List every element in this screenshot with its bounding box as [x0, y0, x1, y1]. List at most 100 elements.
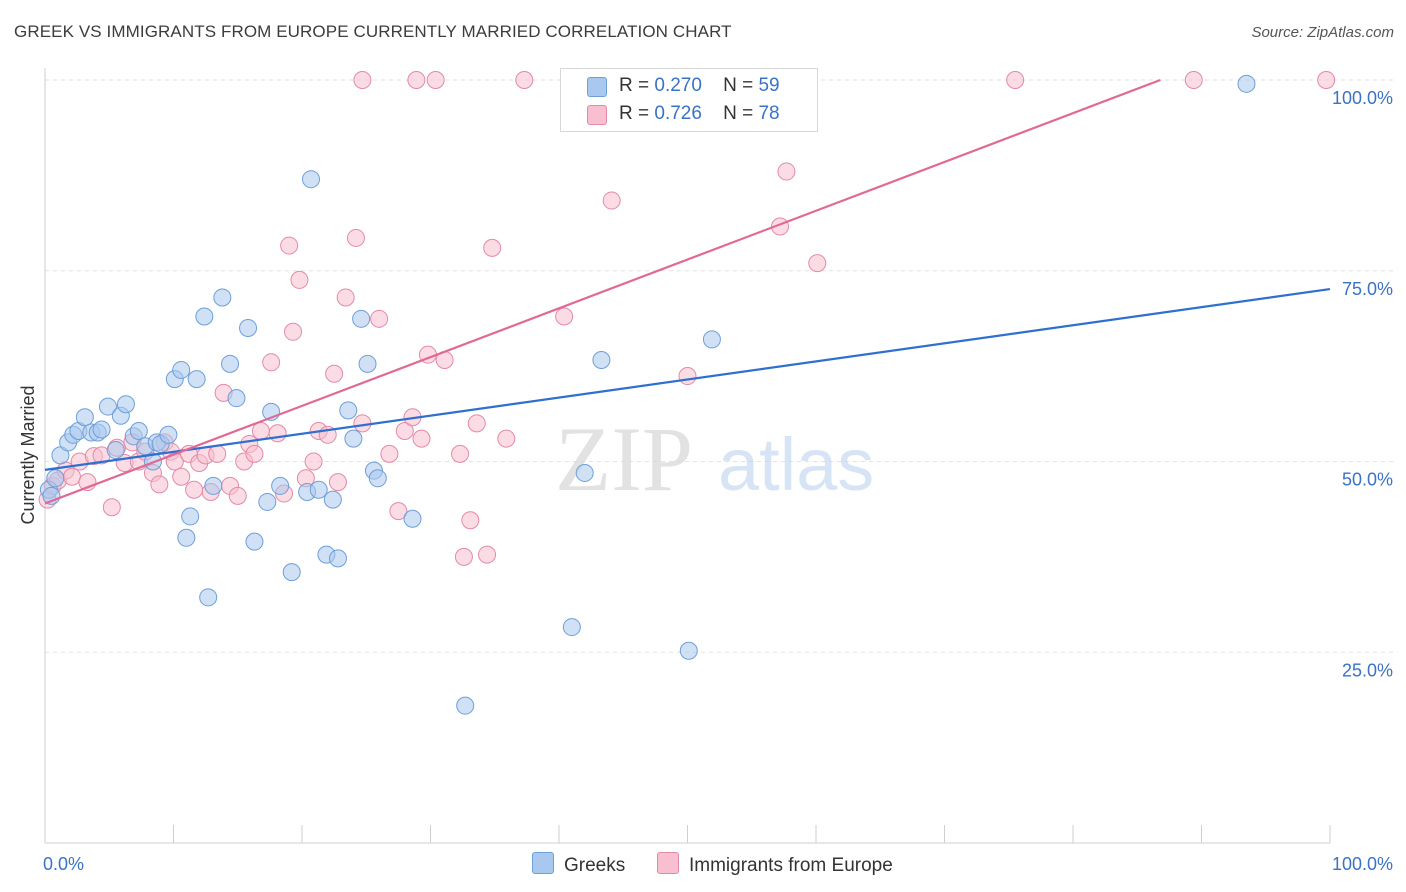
immigrants-point: [251, 421, 270, 440]
source-label: Source: ZipAtlas.com: [1251, 24, 1394, 41]
immigrants-point: [483, 238, 502, 257]
y-tick-label: 100.0%: [1332, 88, 1393, 108]
immigrants-point: [1317, 71, 1336, 89]
immigrants-point: [777, 162, 796, 181]
immigrants-point: [245, 444, 264, 463]
greeks-point: [702, 330, 721, 349]
greeks-point: [227, 389, 246, 408]
immigrants-point: [407, 71, 426, 89]
greeks-point: [344, 429, 363, 448]
immigrants-point: [165, 452, 184, 471]
greeks-point: [258, 492, 277, 511]
bottom-legend-greeks[interactable]: Greeks: [532, 852, 625, 877]
immigrants-point: [172, 467, 191, 486]
greeks-point: [1237, 74, 1256, 93]
bottom-legend-swatch-greeks: [532, 852, 554, 874]
greeks-point: [339, 401, 358, 420]
greeks-point: [181, 507, 200, 526]
immigrants-point: [280, 236, 299, 255]
stats-legend: R = 0.270 N = 59 R = 0.726 N = 78: [560, 68, 818, 132]
immigrants-point: [290, 270, 309, 289]
immigrants-point: [328, 473, 347, 492]
immigrants-point: [1006, 71, 1025, 89]
legend-n-value: 59: [758, 75, 780, 96]
legend-swatch-immigrants: [587, 105, 607, 125]
immigrants-point: [467, 414, 486, 433]
greeks-point: [239, 318, 258, 337]
immigrants-point: [325, 364, 344, 383]
greeks-point: [328, 549, 347, 568]
immigrants-point: [808, 254, 827, 273]
immigrants-point: [426, 71, 445, 89]
greeks-point: [106, 441, 125, 460]
y-tick-label: 25.0%: [1342, 660, 1393, 680]
immigrants-point: [150, 475, 169, 494]
immigrants-point: [284, 322, 303, 341]
immigrants-point: [454, 547, 473, 566]
greeks-point: [245, 532, 264, 551]
greeks-point: [195, 307, 214, 326]
greeks-point: [187, 370, 206, 389]
immigrants-point: [336, 288, 355, 307]
immigrants-point: [461, 511, 480, 530]
immigrants-point: [102, 498, 121, 517]
greeks-point: [221, 354, 240, 373]
immigrants-point: [208, 444, 227, 463]
greeks-point: [172, 360, 191, 379]
greeks-point: [98, 397, 117, 416]
greeks-point: [116, 395, 135, 414]
immigrants-point: [185, 480, 204, 499]
immigrants-point: [262, 353, 281, 372]
tick-labels: 25.0% 50.0% 75.0% 100.0% 0.0% 100.0%: [43, 88, 1393, 874]
legend-r-label: R =: [619, 75, 650, 96]
watermark-zip: ZIP: [555, 408, 693, 510]
immigrants-point: [451, 444, 470, 463]
immigrants-point: [478, 545, 497, 564]
greeks-point: [562, 618, 581, 637]
bottom-legend-immigrants[interactable]: Immigrants from Europe: [657, 852, 893, 877]
immigrants-point: [346, 228, 365, 247]
immigrants-point: [380, 444, 399, 463]
immigrants-point: [370, 309, 389, 328]
greeks-point: [204, 476, 223, 495]
greeks-point: [199, 588, 218, 607]
greeks-point: [129, 421, 148, 440]
greeks-point: [679, 641, 698, 660]
immigrants-point: [678, 367, 697, 386]
legend-r-label: R =: [619, 103, 650, 124]
chart-title: GREEK VS IMMIGRANTS FROM EUROPE CURRENTL…: [14, 22, 732, 41]
immigrants-point: [304, 452, 323, 471]
x-tick-label: 0.0%: [43, 854, 84, 874]
legend-r-value: 0.726: [654, 103, 702, 124]
watermark-atlas: atlas: [718, 423, 874, 506]
immigrants-point: [228, 486, 247, 505]
greeks-point: [46, 469, 65, 488]
greeks-point: [323, 490, 342, 509]
immigrants-point: [412, 429, 431, 448]
immigrants-trend-line: [44, 78, 1161, 505]
legend-n-label: N =: [723, 103, 754, 124]
immigrants-point: [62, 467, 81, 486]
greeks-point: [301, 170, 320, 189]
greeks-point: [358, 354, 377, 373]
immigrants-point: [1184, 71, 1203, 89]
greeks-point: [352, 309, 371, 328]
greeks-point: [592, 351, 611, 370]
immigrants-point: [515, 71, 534, 89]
greeks-point: [282, 563, 301, 582]
immigrants-point: [268, 424, 287, 443]
greeks-point: [75, 408, 94, 427]
x-tick-label: 100.0%: [1332, 854, 1393, 874]
immigrants-point: [497, 429, 516, 448]
legend-n-value: 78: [758, 103, 780, 124]
greeks-point: [368, 469, 387, 488]
legend-r-value: 0.270: [654, 75, 702, 96]
greeks-point: [159, 425, 178, 444]
greeks-point: [92, 420, 111, 439]
bottom-legend-swatch-immigrants: [657, 852, 679, 874]
data-points: [38, 71, 1336, 715]
legend-swatch-greeks: [587, 77, 607, 97]
y-tick-label: 50.0%: [1342, 470, 1393, 490]
greeks-point: [456, 696, 475, 715]
axes: [44, 68, 1331, 844]
